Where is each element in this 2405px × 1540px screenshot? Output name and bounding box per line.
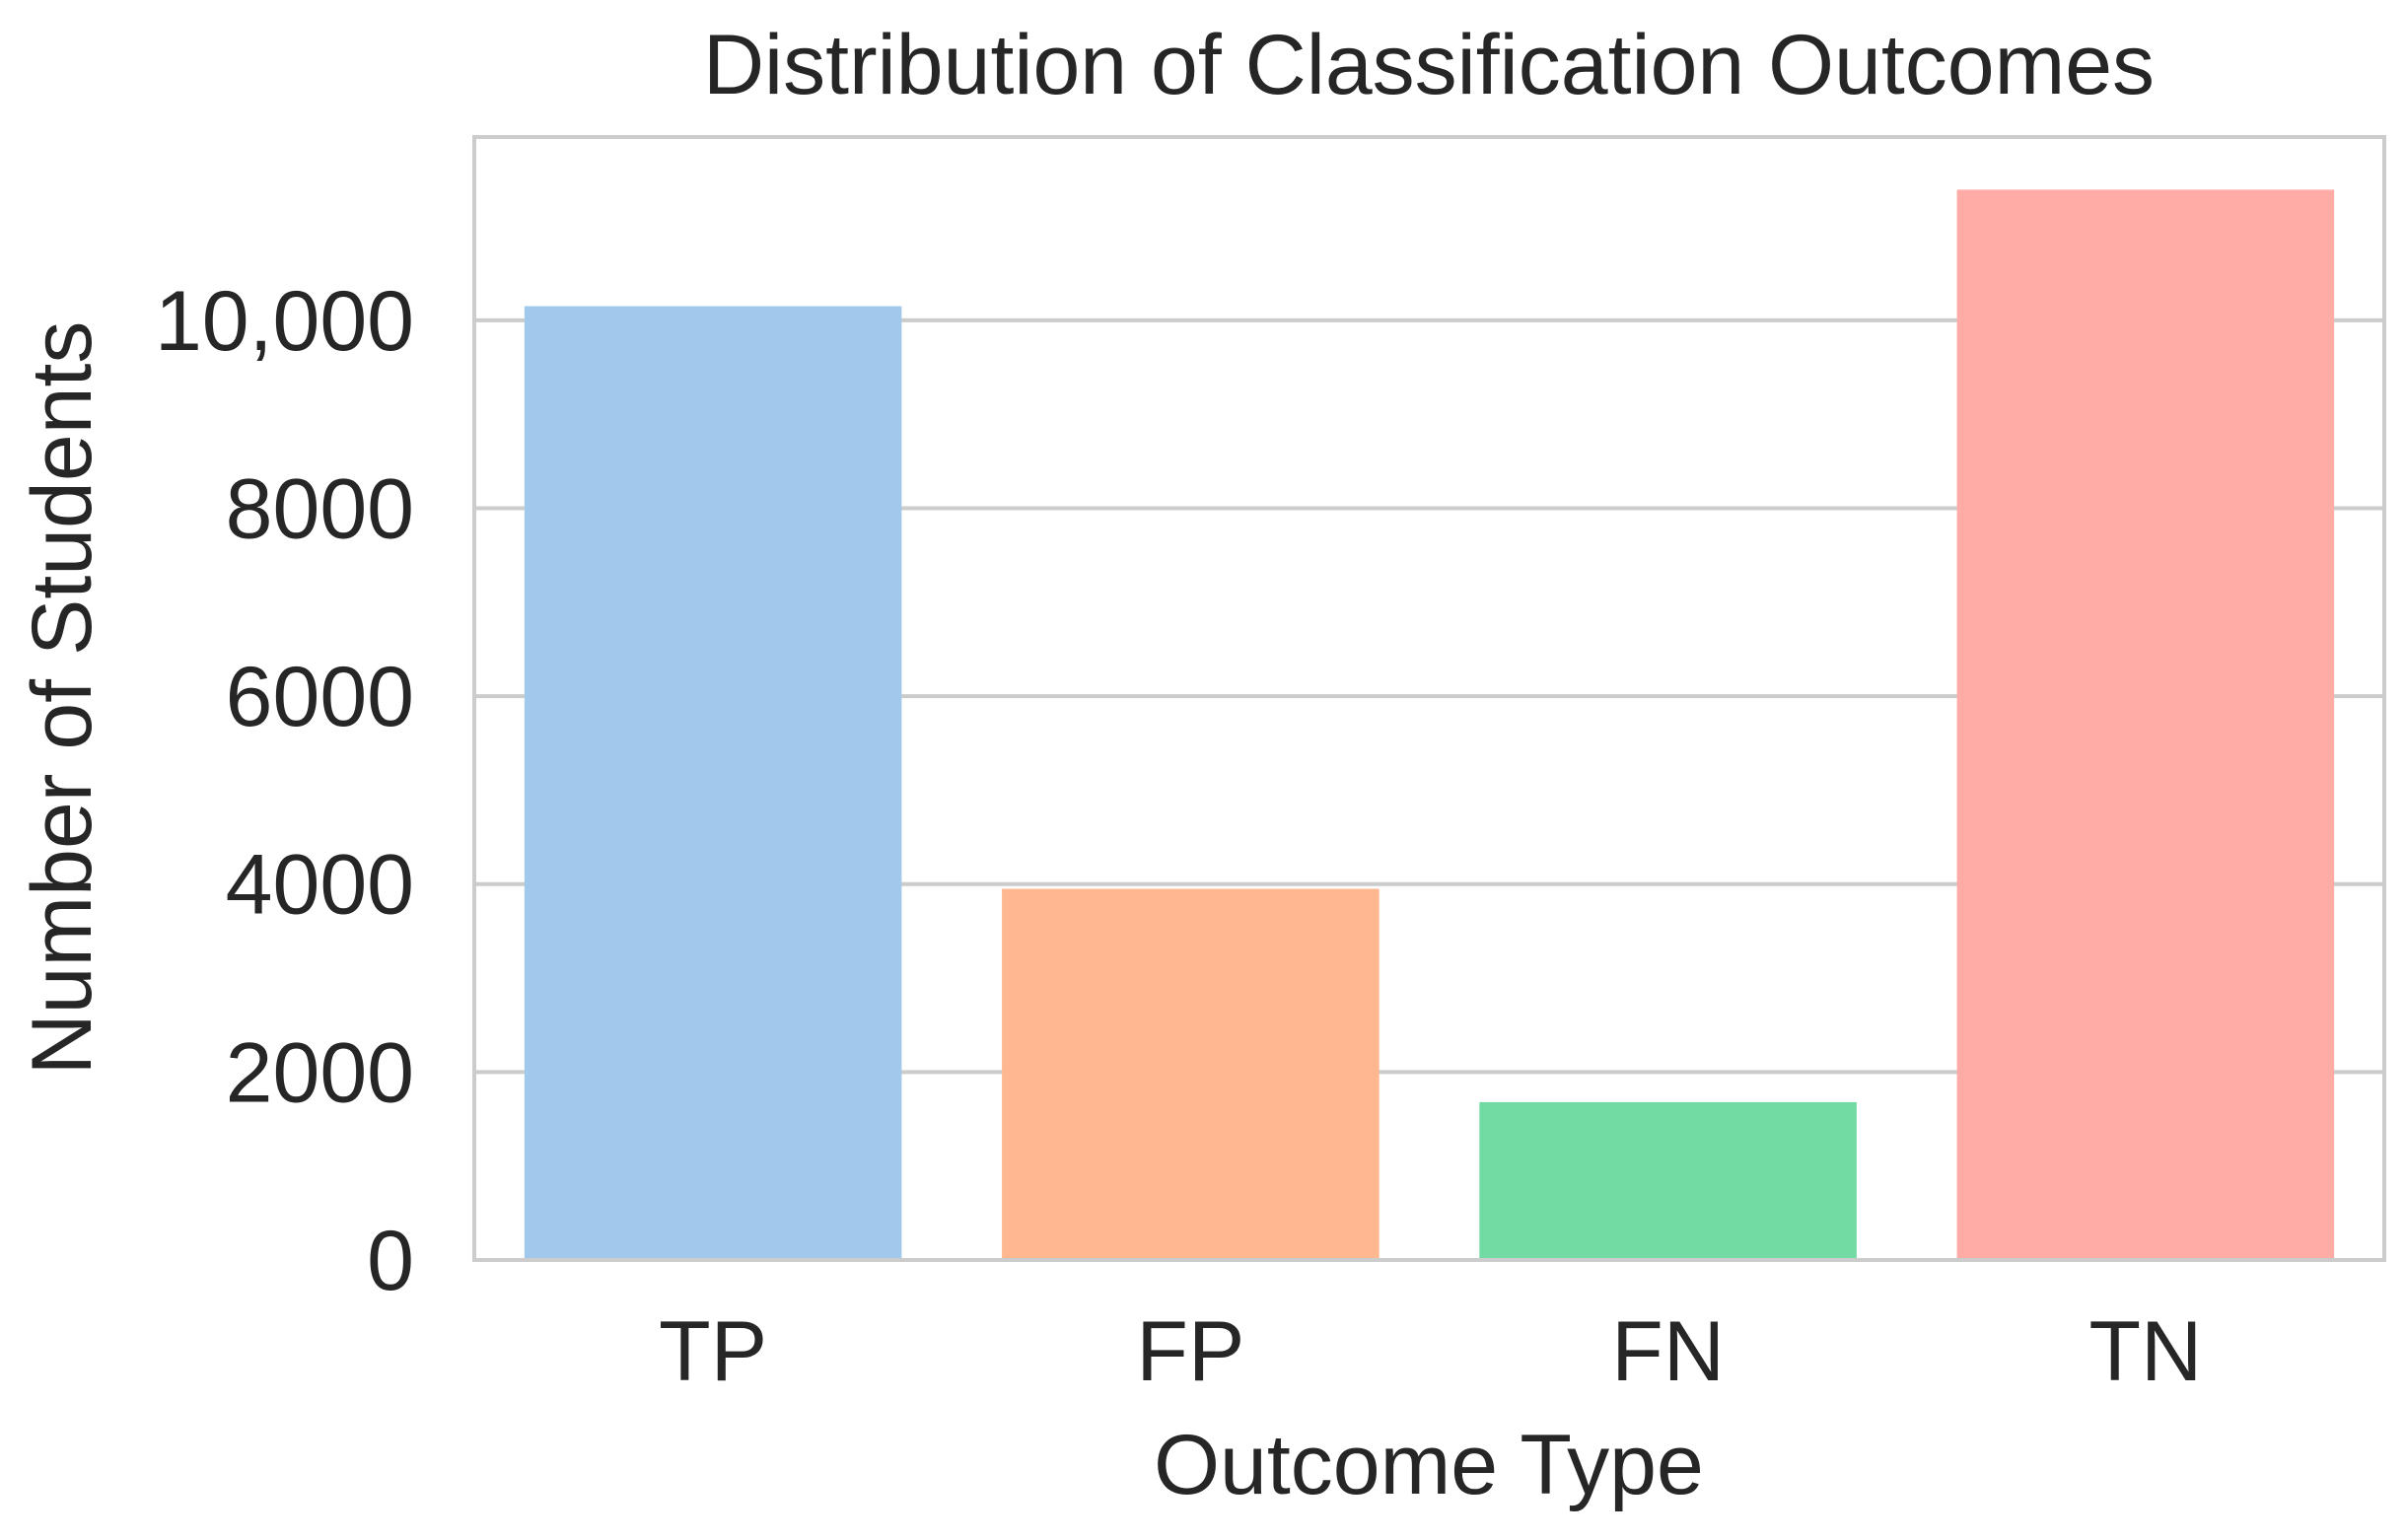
- y-tick-label: 6000: [226, 650, 414, 744]
- bar-fn: [1479, 1101, 1857, 1260]
- bar-fp: [1002, 888, 1379, 1260]
- x-tick-label: TN: [2089, 1304, 2203, 1399]
- y-tick-label: 0: [367, 1214, 414, 1308]
- chart-title: Distribution of Classification Outcomes: [703, 18, 2155, 112]
- x-axis-label: Outcome Type: [1154, 1418, 1704, 1512]
- bars: [524, 189, 2335, 1261]
- y-tick-label: 4000: [226, 838, 414, 933]
- x-tick-label: TP: [659, 1304, 767, 1399]
- x-axis-ticks: TP FP FN TN: [659, 1304, 2202, 1399]
- y-axis-label: Number of Students: [15, 321, 109, 1076]
- y-tick-label: 2000: [226, 1025, 414, 1120]
- x-tick-label: FN: [1611, 1304, 1725, 1399]
- x-tick-label: FP: [1136, 1304, 1244, 1399]
- y-axis-ticks: 0 2000 4000 6000 8000 10,000: [155, 274, 414, 1308]
- plot-frame: [472, 135, 2386, 1262]
- y-tick-label: 10,000: [155, 274, 414, 369]
- bar-tp: [524, 306, 902, 1261]
- y-tick-label: 8000: [226, 461, 414, 556]
- bar-tn: [1956, 189, 2335, 1260]
